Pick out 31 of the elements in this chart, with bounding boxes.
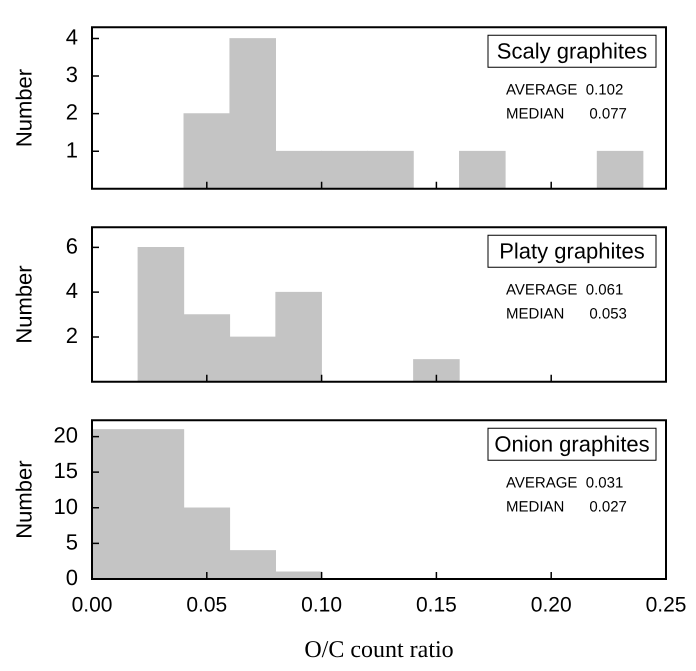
y-tick-label: 4 [66,278,78,304]
y-tick-label: 4 [66,24,78,50]
annotation: AVERAGE 0.102 [506,81,624,98]
text: Platy graphites [499,238,645,264]
y-tick-label: 20 [54,422,78,448]
y-tick-label: 2 [66,323,78,348]
text: Onion graphites [494,431,650,456]
x-tick-label: 0.20 [530,593,572,616]
x-tick-label: 0.05 [186,593,228,616]
y-axis-title: Number [11,460,36,539]
y-tick-label: 15 [54,458,78,484]
y-tick-label: 2 [66,100,78,125]
y-axis-title: Number [11,68,36,148]
annotation: MEDIAN 0.027 [506,498,627,516]
annotation: AVERAGE 0.031 [506,474,624,492]
x-tick-label: 0.00 [72,593,112,616]
y-tick-label: 5 [66,529,78,554]
y-tick-label: 0 [66,565,78,590]
annotation: AVERAGE 0.061 [506,281,624,298]
annotation: MEDIAN 0.077 [506,105,627,122]
y-tick-label: 6 [66,233,78,258]
y-tick-label: 3 [66,62,78,88]
annotation: MEDIAN 0.053 [506,305,627,322]
x-tick-label: 0.15 [416,593,457,616]
x-tick-label: 0.25 [646,593,686,616]
x-axis-title: O/C count ratio [304,636,454,663]
y-axis-title: Number [11,265,36,344]
y-tick-label: 1 [66,137,78,162]
y-tick-label: 10 [54,494,78,519]
text: Scaly graphites [496,38,648,64]
x-tick-label: 0.10 [301,593,342,616]
